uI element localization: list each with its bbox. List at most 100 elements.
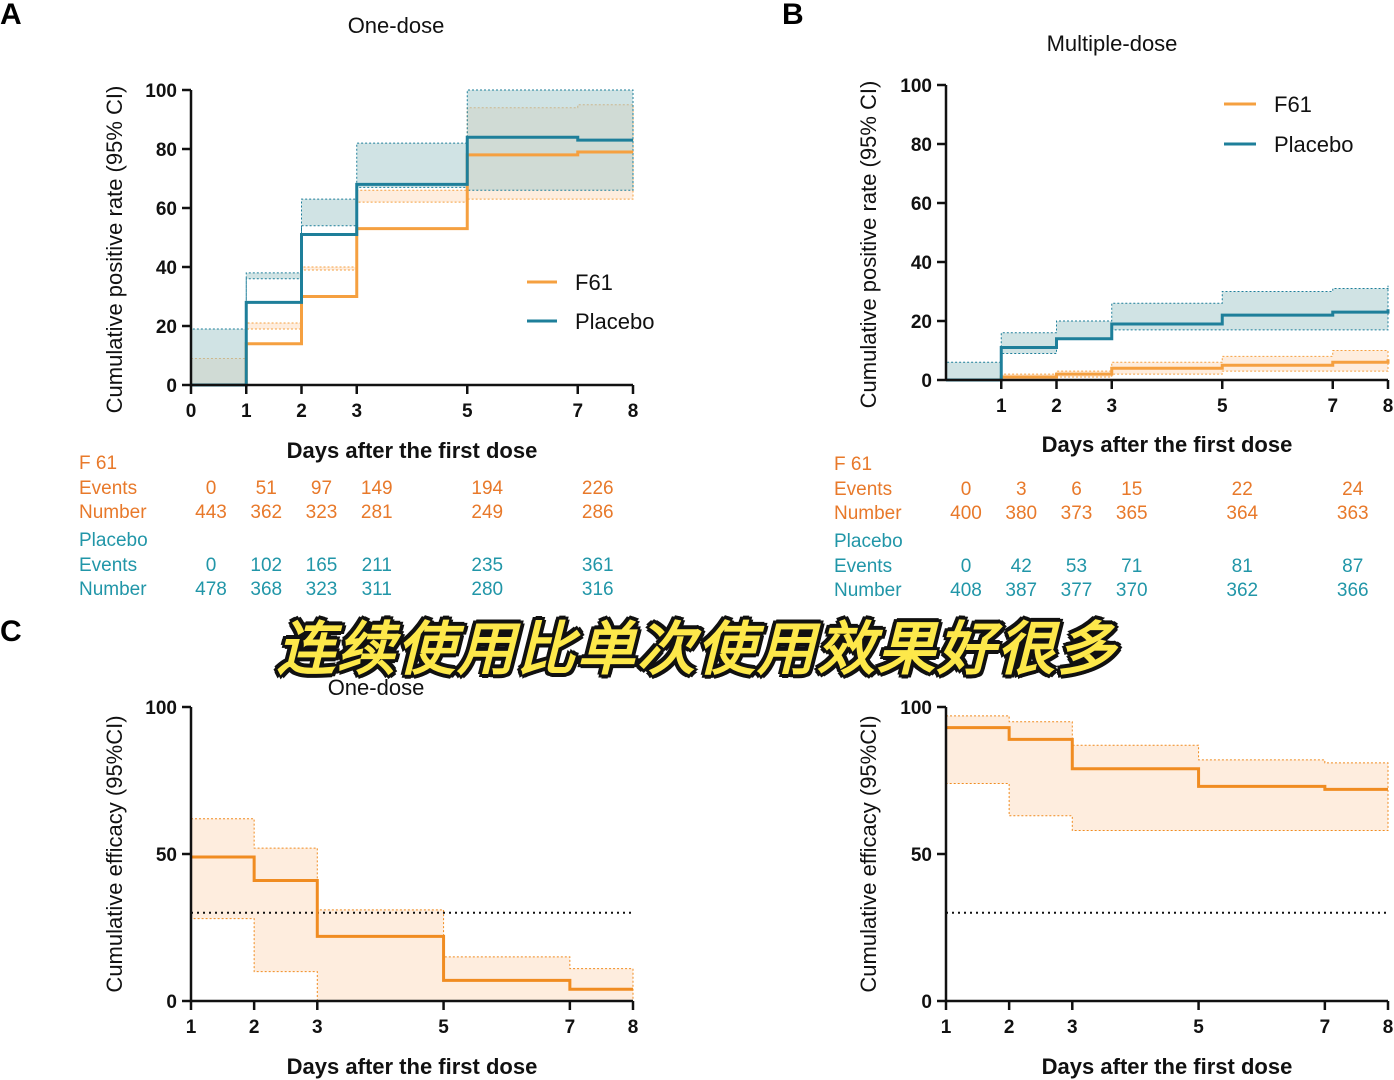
risk-value: 408 xyxy=(950,580,982,601)
risk-value: 387 xyxy=(1005,580,1037,601)
x-tick-label: 5 xyxy=(1217,396,1228,417)
x-tick-label: 2 xyxy=(296,401,307,422)
risk-value: 361 xyxy=(582,555,614,576)
risk-value: 323 xyxy=(306,579,338,600)
risk-value: 286 xyxy=(582,502,614,523)
risk-value: 81 xyxy=(1232,556,1253,577)
risk-value: 97 xyxy=(311,478,332,499)
y-tick-label: 60 xyxy=(156,199,177,220)
risk-value: 365 xyxy=(1116,503,1148,524)
y-axis-title: Cumulative efficacy (95%CI) xyxy=(102,715,127,992)
risk-value: 363 xyxy=(1337,503,1369,524)
risk-group-name: Placebo xyxy=(834,531,903,552)
panel-letter-b: B xyxy=(782,0,804,31)
risk-value: 362 xyxy=(1226,580,1258,601)
y-tick-label: 100 xyxy=(145,698,177,719)
y-tick-label: 100 xyxy=(900,76,932,97)
risk-value: 323 xyxy=(306,502,338,523)
risk-value: 22 xyxy=(1232,479,1253,500)
y-tick-label: 50 xyxy=(156,845,177,866)
risk-value: 87 xyxy=(1342,556,1363,577)
y-tick-label: 80 xyxy=(156,140,177,161)
x-axis-title: Days after the first dose xyxy=(287,438,538,463)
risk-value: 51 xyxy=(256,478,277,499)
y-tick-label: 20 xyxy=(911,312,932,333)
risk-row-label: Number xyxy=(79,579,147,600)
y-tick-label: 60 xyxy=(911,194,932,215)
risk-value: 6 xyxy=(1071,479,1082,500)
risk-value: 71 xyxy=(1121,556,1142,577)
x-tick-label: 2 xyxy=(1051,396,1062,417)
legend-label-placebo: Placebo xyxy=(575,309,655,334)
risk-value: 380 xyxy=(1005,503,1037,524)
risk-value: 102 xyxy=(250,555,282,576)
x-tick-label: 5 xyxy=(462,401,473,422)
risk-row-label: Events xyxy=(834,479,892,500)
risk-value: 443 xyxy=(195,502,227,523)
y-tick-label: 0 xyxy=(921,371,932,392)
risk-row-label: Events xyxy=(79,478,137,499)
y-tick-label: 100 xyxy=(900,698,932,719)
chart-title: One-dose xyxy=(348,13,445,38)
risk-group-name: Placebo xyxy=(79,530,148,551)
y-tick-label: 50 xyxy=(911,845,932,866)
risk-value: 53 xyxy=(1066,556,1087,577)
x-tick-label: 1 xyxy=(941,1017,952,1038)
risk-value: 368 xyxy=(250,579,282,600)
x-axis-title: Days after the first dose xyxy=(1042,432,1293,457)
risk-value: 211 xyxy=(362,555,392,576)
chart-b-multiple-dose-positive-rate: Multiple-dose 0 20 40 60 80 100 1 2 3 5 7 8 Days afte… xyxy=(856,31,1393,457)
series-line-f61 xyxy=(191,855,633,991)
x-tick-label: 2 xyxy=(1004,1017,1015,1038)
risk-value: 400 xyxy=(950,503,982,524)
x-tick-label: 3 xyxy=(351,401,362,422)
risk-value: 149 xyxy=(361,478,393,499)
y-tick-label: 0 xyxy=(166,992,177,1013)
risk-group-name: F 61 xyxy=(79,453,117,474)
risk-value: 281 xyxy=(361,502,393,523)
risk-value: 0 xyxy=(961,556,972,577)
risk-row-label: Number xyxy=(79,502,147,523)
risk-value: 316 xyxy=(582,579,614,600)
risk-value: 377 xyxy=(1061,580,1093,601)
x-tick-label: 7 xyxy=(565,1017,576,1038)
risk-value: 165 xyxy=(306,555,338,576)
x-tick-label: 5 xyxy=(438,1017,449,1038)
chart-c-multiple-dose-efficacy: 0 50 100 1 2 3 5 7 8 Days after the first dose Cum… xyxy=(856,698,1393,1079)
series-line-placebo xyxy=(946,309,1390,382)
x-tick-label: 7 xyxy=(1327,396,1338,417)
risk-value: 0 xyxy=(961,479,972,500)
panel-letter-c: C xyxy=(0,615,22,648)
ci-band-f61 xyxy=(945,715,1389,831)
y-axis-title: Cumulative positive rate (95% CI) xyxy=(856,81,881,409)
chart-a-one-dose-positive-rate: One-dose 0 20 40 60 80 100 0 1 2 3 5 7 8 Days after th… xyxy=(102,13,655,463)
x-tick-label: 2 xyxy=(249,1017,260,1038)
x-tick-label: 8 xyxy=(628,1017,639,1038)
legend-label-placebo: Placebo xyxy=(1274,132,1354,157)
risk-value: 235 xyxy=(471,555,503,576)
risk-value: 280 xyxy=(471,579,503,600)
risk-value: 311 xyxy=(362,579,392,600)
risk-row-label: Number xyxy=(834,580,902,601)
legend-label-f61: F61 xyxy=(1274,92,1312,117)
y-tick-label: 80 xyxy=(911,135,932,156)
risk-value: 249 xyxy=(471,502,503,523)
x-axis-title: Days after the first dose xyxy=(287,1054,538,1079)
x-tick-label: 8 xyxy=(1383,396,1394,417)
risk-row-label: Events xyxy=(834,556,892,577)
chart-title: One-dose xyxy=(328,675,425,700)
risk-value: 226 xyxy=(582,478,614,499)
risk-value: 0 xyxy=(206,555,217,576)
caption-overlay: 连续使用比单次使用效果好很多 xyxy=(276,615,1117,683)
risk-row-label: Number xyxy=(834,503,902,524)
series-line-placebo xyxy=(191,135,633,387)
risk-row-label: Events xyxy=(79,555,137,576)
risk-table-b: F 61 Events 0 3 6 15 22 24 Number 400 380 373 365 364… xyxy=(834,454,1369,601)
risk-value: 362 xyxy=(250,502,282,523)
risk-value: 24 xyxy=(1342,479,1364,500)
y-tick-label: 0 xyxy=(921,992,932,1013)
x-tick-label: 7 xyxy=(572,401,583,422)
risk-value: 364 xyxy=(1226,503,1258,524)
x-tick-label: 7 xyxy=(1320,1017,1331,1038)
y-tick-label: 40 xyxy=(911,253,932,274)
